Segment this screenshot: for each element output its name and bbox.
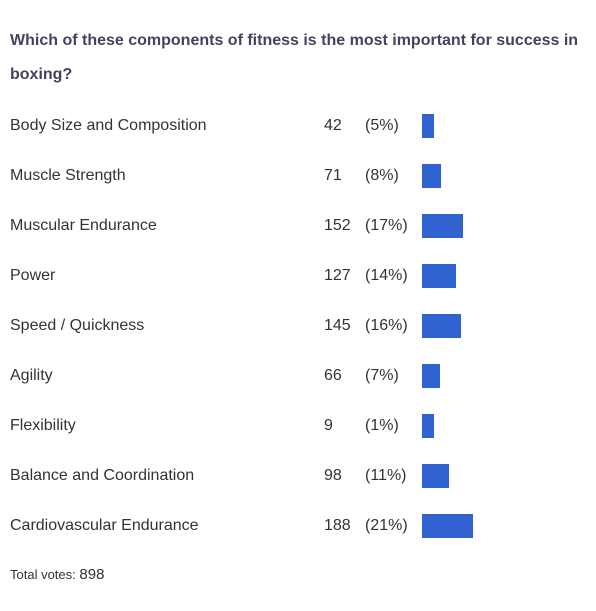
poll-result-row: Agility 66 (7%) — [10, 351, 590, 401]
option-percent: (8%) — [365, 167, 399, 184]
option-vote-count: 152 — [324, 217, 351, 234]
option-vote-count: 98 — [324, 467, 342, 484]
option-label: Agility — [10, 367, 53, 384]
poll-result-row: Muscular Endurance 152 (17%) — [10, 201, 590, 251]
total-votes: Total votes: 898 — [10, 566, 104, 583]
poll-result-row: Flexibility 9 (1%) — [10, 401, 590, 451]
option-bar-track — [422, 464, 572, 488]
option-percent: (7%) — [365, 367, 399, 384]
option-label: Speed / Quickness — [10, 317, 145, 334]
option-bar — [422, 364, 440, 388]
option-label: Balance and Coordination — [10, 467, 195, 484]
poll-result-row: Muscle Strength 71 (8%) — [10, 151, 590, 201]
option-vote-count: 66 — [324, 367, 342, 384]
poll-result-row: Body Size and Composition 42 (5%) — [10, 101, 590, 151]
option-bar-track — [422, 114, 572, 138]
poll-widget: Which of these components of fitness is … — [10, 24, 590, 551]
option-percent: (14%) — [365, 267, 408, 284]
option-vote-count: 9 — [324, 417, 333, 434]
option-bar — [422, 264, 456, 288]
option-percent: (16%) — [365, 317, 408, 334]
option-percent: (21%) — [365, 517, 408, 534]
option-bar — [422, 464, 449, 488]
option-percent: (11%) — [365, 467, 407, 484]
poll-results: Body Size and Composition 42 (5%) Muscle St… — [10, 101, 590, 551]
total-votes-count: 898 — [79, 566, 105, 583]
poll-result-row: Balance and Coordination 98 (11%) — [10, 451, 590, 501]
option-bar — [422, 314, 461, 338]
total-votes-label: Total votes: — [10, 567, 76, 582]
option-vote-count: 127 — [324, 267, 351, 284]
option-vote-count: 188 — [324, 517, 351, 534]
option-label: Muscle Strength — [10, 167, 126, 184]
option-bar-track — [422, 314, 572, 338]
poll-result-row: Speed / Quickness 145 (16%) — [10, 301, 590, 351]
option-bar-track — [422, 514, 572, 538]
option-vote-count: 42 — [324, 117, 342, 134]
option-percent: (5%) — [365, 117, 399, 134]
option-vote-count: 71 — [324, 167, 342, 184]
option-percent: (1%) — [365, 417, 399, 434]
option-bar — [422, 514, 473, 538]
option-label: Power — [10, 267, 56, 284]
option-bar-track — [422, 214, 572, 238]
poll-question: Which of these components of fitness is … — [10, 32, 579, 83]
option-label: Body Size and Composition — [10, 117, 207, 134]
option-bar-track — [422, 164, 572, 188]
option-bar-track — [422, 364, 572, 388]
option-percent: (17%) — [365, 217, 408, 234]
option-bar — [422, 164, 441, 188]
option-label: Cardiovascular Endurance — [10, 517, 199, 534]
option-bar — [422, 214, 463, 238]
option-bar-track — [422, 264, 572, 288]
poll-result-row: Cardiovascular Endurance 188 (21%) — [10, 501, 590, 551]
option-label: Flexibility — [10, 417, 76, 434]
option-bar — [422, 414, 434, 438]
option-bar — [422, 114, 434, 138]
option-bar-track — [422, 414, 572, 438]
option-vote-count: 145 — [324, 317, 351, 334]
poll-result-row: Power 127 (14%) — [10, 251, 590, 301]
option-label: Muscular Endurance — [10, 217, 157, 234]
